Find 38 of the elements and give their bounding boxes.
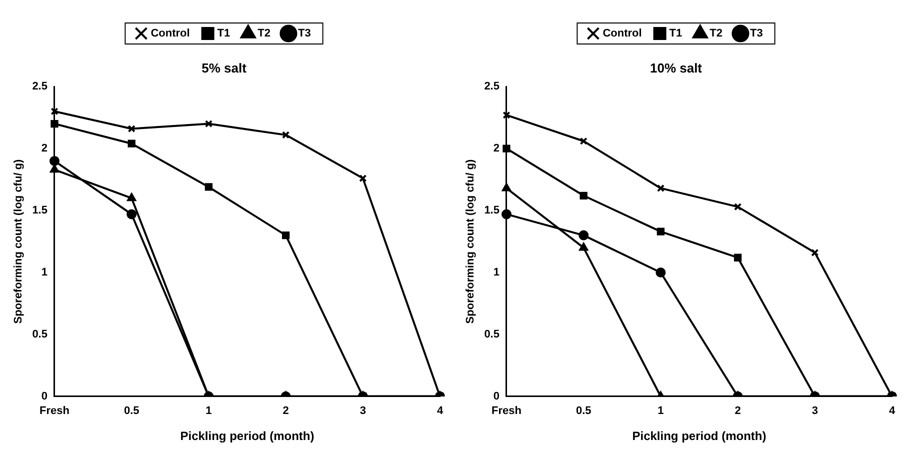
chart-title: 5% salt [202,60,248,76]
x-tick-label: Fresh [492,405,522,418]
x-tick-label: 4 [436,405,444,418]
x-axis-title: Pickling period (month) [180,429,314,444]
x-tick-label: 3 [812,405,818,418]
y-tick-label: 1 [41,266,48,279]
y-tick-label: 0 [493,390,500,402]
x-tick-label: 0.5 [576,405,592,418]
y-tick-label: 0.5 [32,328,48,340]
legend-label: T1 [217,28,230,40]
y-tick-label: 0 [41,390,48,402]
x-tick-label: 4 [888,405,896,418]
y-tick-label: 2 [41,142,48,155]
x-tick-label: 1 [206,405,212,418]
x-tick-label: 2 [282,405,289,418]
legend-label: T3 [750,28,763,40]
legend-label: T2 [258,28,270,40]
x-axis-title: Pickling period (month) [632,429,766,444]
chart-title: 10% salt [650,60,703,76]
legend-label: Control [602,28,642,40]
y-tick-label: 1 [493,266,500,279]
y-axis-title: Sporeforming count (log cfu/ g) [464,158,477,324]
x-tick-label: 3 [360,405,366,418]
x-tick-label: 1 [658,405,664,418]
y-tick-label: 2.5 [484,80,500,93]
y-tick-label: 2.5 [32,80,48,93]
legend-label: T2 [710,28,722,40]
y-axis-title: Sporeforming count (log cfu/ g) [12,158,25,324]
y-tick-label: 0.5 [484,328,500,340]
x-tick-label: Fresh [40,405,70,418]
y-tick-label: 1.5 [32,204,48,217]
x-tick-label: 0.5 [124,405,140,418]
legend-label: Control [150,28,190,40]
x-tick-label: 2 [734,405,741,418]
y-tick-label: 1.5 [484,204,500,217]
y-tick-label: 2 [493,142,500,155]
legend-label: T1 [669,28,682,40]
legend-label: T3 [298,28,311,40]
